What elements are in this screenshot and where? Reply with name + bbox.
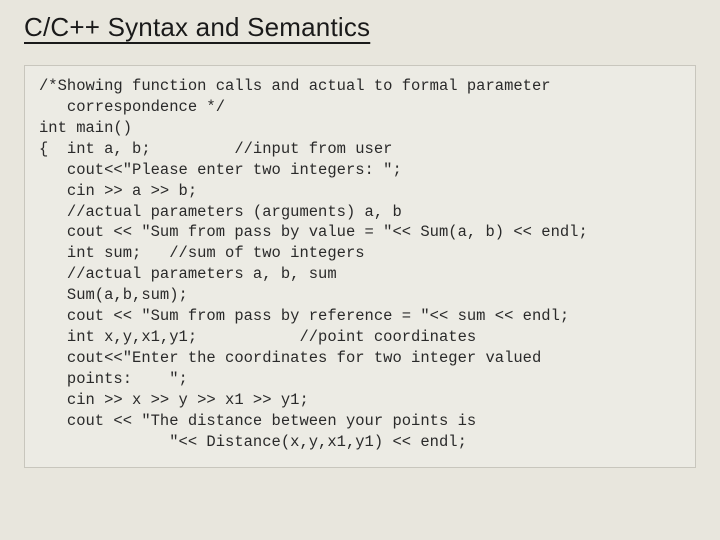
slide-title: C/C++ Syntax and Semantics <box>24 12 696 43</box>
code-block: /*Showing function calls and actual to f… <box>24 65 696 468</box>
slide: C/C++ Syntax and Semantics /*Showing fun… <box>0 0 720 540</box>
